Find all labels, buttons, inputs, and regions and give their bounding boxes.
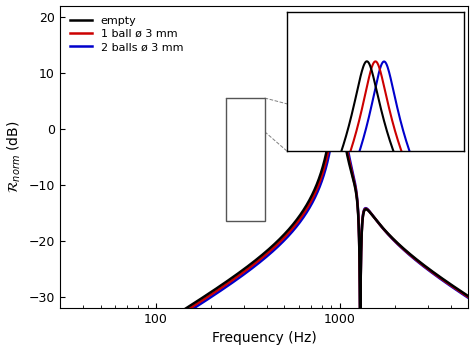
- Y-axis label: $\mathcal{R}_{norm}$ (dB): $\mathcal{R}_{norm}$ (dB): [6, 121, 23, 193]
- X-axis label: Frequency (Hz): Frequency (Hz): [212, 331, 317, 345]
- Legend: empty, 1 ball ø 3 mm, 2 balls ø 3 mm: empty, 1 ball ø 3 mm, 2 balls ø 3 mm: [65, 11, 188, 57]
- Bar: [226, 98, 264, 221]
